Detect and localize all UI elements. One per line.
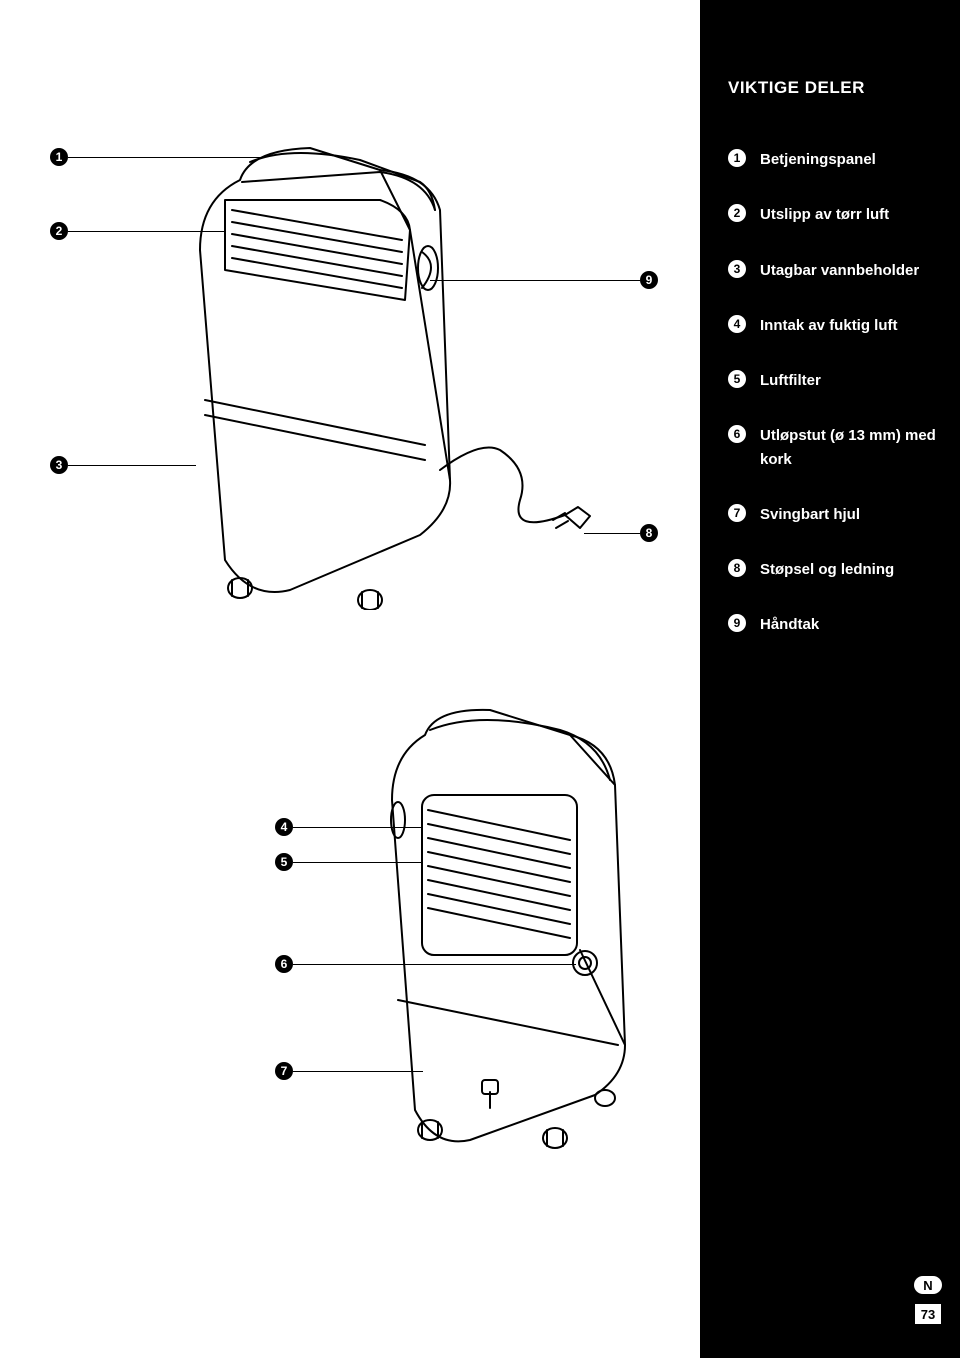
legend-bullet-5: 5 (728, 370, 746, 388)
callout-8: 8 (640, 524, 658, 542)
callout-5: 5 (275, 853, 293, 871)
figure-rear-view (360, 700, 670, 1150)
leader-6 (293, 964, 576, 965)
legend-bullet-2: 2 (728, 204, 746, 222)
leader-2 (68, 231, 226, 232)
legend-item-4: 4 Inntak av fuktig luft (728, 314, 940, 337)
leader-5 (293, 862, 423, 863)
callout-9: 9 (640, 271, 658, 289)
page-number: 73 (915, 1304, 941, 1324)
legend-item-5: 5 Luftfilter (728, 369, 940, 392)
legend-bullet-8: 8 (728, 559, 746, 577)
callout-4: 4 (275, 818, 293, 836)
callout-7: 7 (275, 1062, 293, 1080)
leader-3 (68, 465, 196, 466)
legend-item-3: 3 Utagbar vannbeholder (728, 259, 940, 282)
leader-1 (68, 157, 264, 158)
legend-item-8: 8 Støpsel og ledning (728, 558, 940, 581)
legend-bullet-6: 6 (728, 425, 746, 443)
legend-bullet-4: 4 (728, 315, 746, 333)
callout-2: 2 (50, 222, 68, 240)
legend-list: 1 Betjeningspanel 2 Utslipp av tørr luft… (728, 148, 940, 637)
legend-item-7: 7 Svingbart hjul (728, 503, 940, 526)
leader-8 (584, 533, 640, 534)
leader-9 (430, 280, 640, 281)
callout-1: 1 (50, 148, 68, 166)
legend-label-7: Svingbart hjul (760, 503, 860, 526)
legend-label-8: Støpsel og ledning (760, 558, 894, 581)
language-badge: N (914, 1276, 942, 1294)
legend-bullet-7: 7 (728, 504, 746, 522)
legend-item-1: 1 Betjeningspanel (728, 148, 940, 171)
legend-item-6: 6 Utløpstut (ø 13 mm) med kork (728, 424, 940, 471)
legend-item-2: 2 Utslipp av tørr luft (728, 203, 940, 226)
legend-label-1: Betjeningspanel (760, 148, 876, 171)
legend-label-4: Inntak av fuktig luft (760, 314, 898, 337)
legend-label-5: Luftfilter (760, 369, 821, 392)
legend-bullet-9: 9 (728, 614, 746, 632)
page-footer: N 73 (914, 1276, 942, 1324)
sidebar: VIKTIGE DELER 1 Betjeningspanel 2 Utslip… (700, 0, 960, 1358)
callout-6: 6 (275, 955, 293, 973)
leader-4 (293, 827, 423, 828)
section-title: VIKTIGE DELER (728, 78, 940, 98)
legend-label-6: Utløpstut (ø 13 mm) med kork (760, 424, 940, 471)
legend-label-3: Utagbar vannbeholder (760, 259, 919, 282)
legend-bullet-1: 1 (728, 149, 746, 167)
figure-front-view (170, 140, 650, 610)
legend-bullet-3: 3 (728, 260, 746, 278)
leader-7 (293, 1071, 423, 1072)
legend-label-2: Utslipp av tørr luft (760, 203, 889, 226)
callout-3: 3 (50, 456, 68, 474)
legend-label-9: Håndtak (760, 613, 819, 636)
legend-item-9: 9 Håndtak (728, 613, 940, 636)
main-diagram-area: 1 2 3 9 8 4 5 6 7 (0, 0, 700, 1358)
